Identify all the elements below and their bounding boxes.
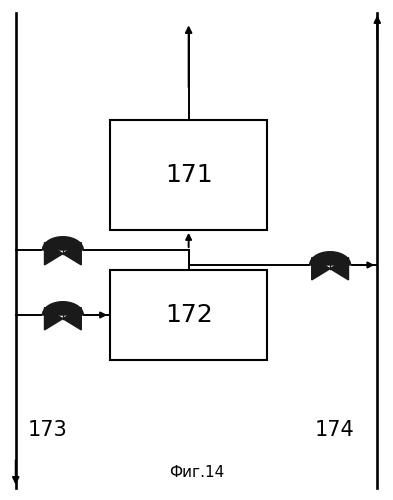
Text: 171: 171 [165,163,213,187]
Polygon shape [42,236,83,250]
Polygon shape [310,252,351,265]
Polygon shape [42,302,83,315]
Bar [110,270,267,360]
Polygon shape [330,258,349,280]
Polygon shape [44,308,63,330]
Polygon shape [63,308,81,330]
Text: 172: 172 [165,303,213,327]
Text: 173: 173 [28,420,67,440]
Bar [110,120,267,230]
Text: Фиг.14: Фиг.14 [169,465,224,480]
Polygon shape [63,242,81,265]
Polygon shape [312,258,330,280]
Text: 174: 174 [314,420,354,440]
Polygon shape [44,242,63,265]
